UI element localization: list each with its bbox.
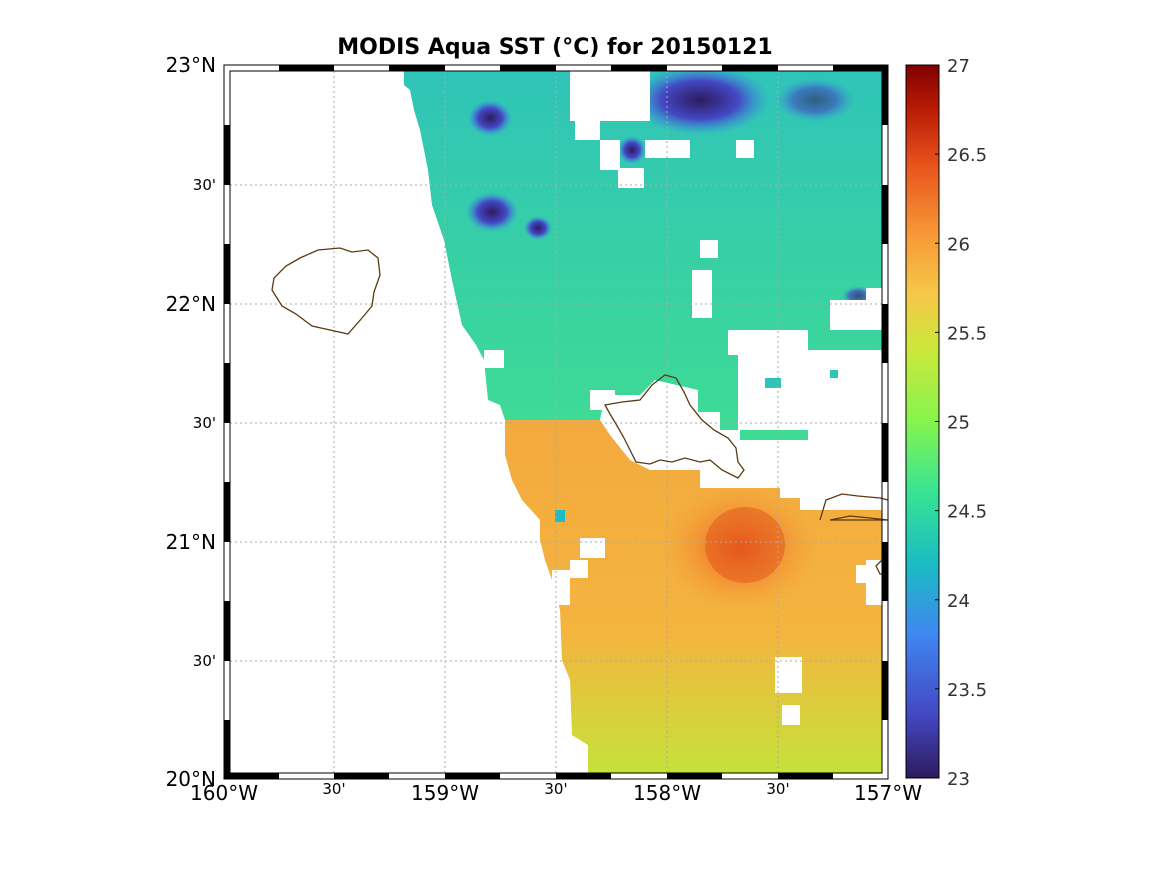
lat-label: 30' (193, 652, 216, 670)
data-gap (590, 390, 615, 410)
data-gap (782, 705, 800, 725)
cold-spot (618, 136, 646, 164)
gridlines (230, 71, 882, 773)
sst-pixel (830, 370, 838, 378)
cold-spot (630, 71, 770, 135)
cold-spot (775, 78, 855, 122)
data-gap (700, 240, 718, 258)
molokai-coastline (819, 493, 889, 521)
data-gap (600, 140, 620, 170)
colorbar-tick-label: 26 (947, 234, 970, 255)
data-gap (645, 140, 690, 158)
lon-label: 157°W (854, 781, 922, 805)
lat-label: 30' (193, 176, 216, 194)
colorbar-ticks: 27 26.5 26 25.5 25 24.5 24 23.5 23 (935, 56, 987, 790)
map-title: MODIS Aqua SST (°C) for 20150121 (337, 35, 772, 60)
lon-label: 30' (544, 780, 567, 798)
data-gap (484, 350, 504, 368)
data-gap (700, 440, 808, 488)
data-gap (570, 71, 650, 121)
data-gap (866, 288, 882, 308)
cold-spot (468, 100, 512, 136)
longitude-labels: 160°W 30' 159°W 30' 158°W 30' 157°W (190, 780, 922, 805)
data-gap (775, 657, 802, 693)
latitude-labels: 23°N 30' 22°N 30' 21°N 30' 20°N (166, 53, 216, 791)
lat-label: 22°N (166, 292, 216, 316)
lon-label: 30' (322, 780, 345, 798)
colorbar-tick-label: 24 (947, 591, 970, 612)
map-frame (223, 64, 889, 780)
colorbar-tick-label: 26.5 (947, 145, 987, 166)
data-gap (570, 560, 588, 578)
data-gap (618, 168, 644, 188)
lon-label: 160°W (190, 781, 258, 805)
data-gap (575, 120, 600, 140)
warm-core (705, 507, 785, 583)
lon-label: 159°W (411, 781, 479, 805)
lat-label: 23°N (166, 53, 216, 77)
oahu-coastline (603, 374, 745, 479)
colorbar-tick-label: 25 (947, 413, 970, 434)
lat-label: 20°N (166, 767, 216, 791)
data-gap (738, 350, 882, 430)
colorbar-tick-label: 24.5 (947, 502, 987, 523)
data-gap (736, 140, 754, 158)
data-gap (692, 270, 712, 318)
data-gap (552, 570, 570, 605)
data-gap (866, 560, 882, 605)
lon-label: 158°W (633, 781, 701, 805)
cold-spot (524, 216, 552, 240)
sst-pixel (555, 510, 565, 522)
cold-spot (466, 192, 518, 232)
coastlines (271, 247, 889, 575)
colorbar-tick-label: 23.5 (947, 680, 987, 701)
sst-pixel (765, 378, 781, 388)
lon-label: 30' (766, 780, 789, 798)
colorbar-tick-label: 25.5 (947, 323, 987, 344)
lat-label: 30' (193, 414, 216, 432)
colorbar-tick-label: 27 (947, 56, 970, 77)
colorbar: 27 26.5 26 25.5 25 24.5 24 23.5 23 (905, 56, 987, 790)
kauai-coastline (271, 247, 381, 335)
lat-label: 21°N (166, 530, 216, 554)
colorbar-gradient (905, 64, 940, 779)
data-gap (810, 470, 882, 510)
data-gap (580, 538, 605, 558)
data-gap (856, 565, 868, 583)
colorbar-tick-label: 23 (947, 769, 970, 790)
